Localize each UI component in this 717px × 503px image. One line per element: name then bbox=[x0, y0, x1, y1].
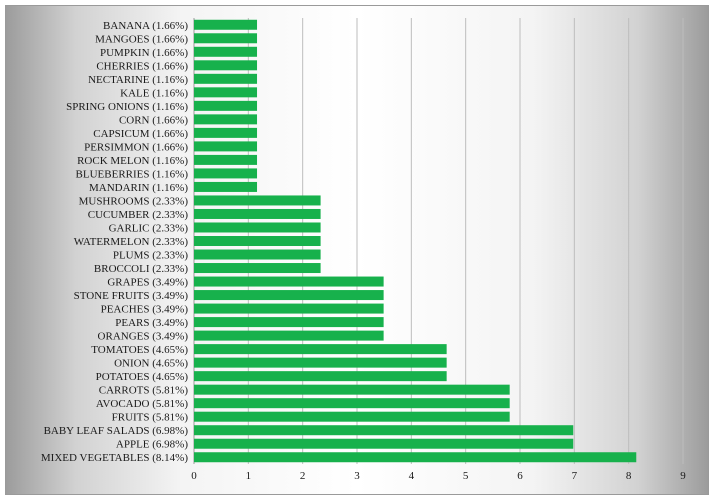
bar bbox=[194, 330, 384, 341]
category-label: BROCCOLI (2.33%) bbox=[94, 263, 188, 275]
bar bbox=[194, 87, 258, 98]
bar bbox=[194, 46, 258, 57]
bar bbox=[194, 317, 384, 328]
bar bbox=[194, 303, 384, 314]
x-tick-label: 2 bbox=[300, 470, 306, 482]
bar bbox=[194, 438, 574, 449]
bar bbox=[194, 425, 574, 436]
category-label: CAPSICUM (1.66%) bbox=[93, 128, 188, 140]
bar-chart: BANANA (1.66%)MANGOES (1.66%) PUMPKIN (1.… bbox=[41, 18, 686, 482]
category-label: BANANA (1.66%) bbox=[103, 20, 188, 32]
category-label: BLUEBERRIES (1.16%) bbox=[76, 168, 189, 180]
x-tick-label: 3 bbox=[354, 470, 360, 482]
bar bbox=[194, 236, 321, 246]
category-label: NECTARINE (1.16%) bbox=[88, 74, 188, 86]
category-label: SPRING ONIONS (1.16%) bbox=[66, 101, 188, 113]
category-label: GRAPES (3.49%) bbox=[107, 277, 188, 289]
category-label: PEACHES (3.49%) bbox=[101, 304, 189, 316]
bar bbox=[194, 290, 384, 301]
category-label: MUSHROOMS (2.33%) bbox=[79, 195, 189, 207]
bar bbox=[194, 73, 258, 84]
bar bbox=[194, 100, 258, 111]
bar bbox=[194, 222, 321, 233]
x-tick-label: 7 bbox=[572, 470, 578, 482]
bar bbox=[194, 195, 321, 206]
bar bbox=[194, 127, 258, 138]
category-label: PLUMS (2.33%) bbox=[113, 250, 189, 262]
bar bbox=[194, 19, 258, 30]
category-label: BABY LEAF SALADS (6.98%) bbox=[44, 425, 189, 437]
bar bbox=[194, 384, 510, 395]
bar bbox=[194, 398, 510, 409]
bar bbox=[194, 33, 258, 44]
category-label: WATERMELON (2.33%) bbox=[74, 236, 189, 248]
category-label: MANGOES (1.66%) bbox=[95, 33, 188, 45]
bar bbox=[194, 114, 258, 125]
x-tick-label: 6 bbox=[517, 470, 523, 482]
bar bbox=[194, 276, 384, 287]
bar bbox=[194, 60, 258, 71]
category-label: CHERRIES (1.66%) bbox=[96, 60, 188, 72]
x-tick-label: 1 bbox=[246, 470, 252, 482]
category-label: CUCUMBER (2.33%) bbox=[88, 209, 189, 221]
category-label: KALE (1.16%) bbox=[120, 87, 188, 99]
category-label: AVOCADO (5.81%) bbox=[96, 398, 188, 410]
category-labels: BANANA (1.66%)MANGOES (1.66%) PUMPKIN (1.… bbox=[41, 20, 188, 464]
category-label: PEARS (3.49%) bbox=[115, 317, 188, 329]
bar bbox=[194, 181, 258, 192]
bar bbox=[194, 371, 447, 382]
bar bbox=[194, 357, 447, 368]
chart-frame: BANANA (1.66%) MANGOES (1.66%) PUMPKIN (1.… bbox=[5, 5, 709, 495]
category-label: ROCK MELON (1.16%) bbox=[77, 155, 188, 167]
bar bbox=[194, 452, 637, 463]
x-axis-tick-labels: 0 1 2 3 4 5 6 7 8 9 bbox=[191, 470, 686, 482]
category-label: MIXED VEGETABLES (8.14%) bbox=[41, 452, 188, 464]
category-label: PUMPKIN (1.66%) bbox=[100, 47, 188, 59]
category-label: TOMATOES (4.65%) bbox=[91, 344, 188, 356]
category-label: ORANGES (3.49%) bbox=[98, 331, 189, 343]
x-tick-label: 0 bbox=[191, 470, 197, 482]
bar bbox=[194, 263, 321, 274]
category-label: CARROTS (5.81%) bbox=[99, 385, 189, 397]
bar bbox=[194, 344, 447, 355]
x-tick-label: 5 bbox=[463, 470, 469, 482]
category-label: PERSIMMON (1.66%) bbox=[84, 141, 188, 153]
bar bbox=[194, 208, 321, 219]
category-label: APPLE (6.98%) bbox=[116, 439, 188, 451]
bar bbox=[194, 154, 258, 165]
bar bbox=[194, 249, 321, 260]
category-label: ONION (4.65%) bbox=[114, 358, 188, 370]
bars bbox=[194, 19, 637, 463]
category-label: FRUITS (5.81%) bbox=[112, 412, 189, 424]
x-tick-label: 9 bbox=[680, 470, 686, 482]
bar bbox=[194, 168, 258, 179]
x-tick-label: 4 bbox=[409, 470, 415, 482]
bar bbox=[194, 141, 258, 152]
category-label: GARLIC (2.33%) bbox=[109, 222, 189, 234]
bar bbox=[194, 411, 510, 422]
category-label: CORN (1.66%) bbox=[119, 114, 188, 126]
category-label: MANDARIN (1.16%) bbox=[89, 182, 188, 194]
category-label: POTATOES (4.65%) bbox=[96, 371, 189, 383]
category-label: STONE FRUITS (3.49%) bbox=[74, 290, 189, 302]
x-tick-label: 8 bbox=[626, 470, 632, 482]
